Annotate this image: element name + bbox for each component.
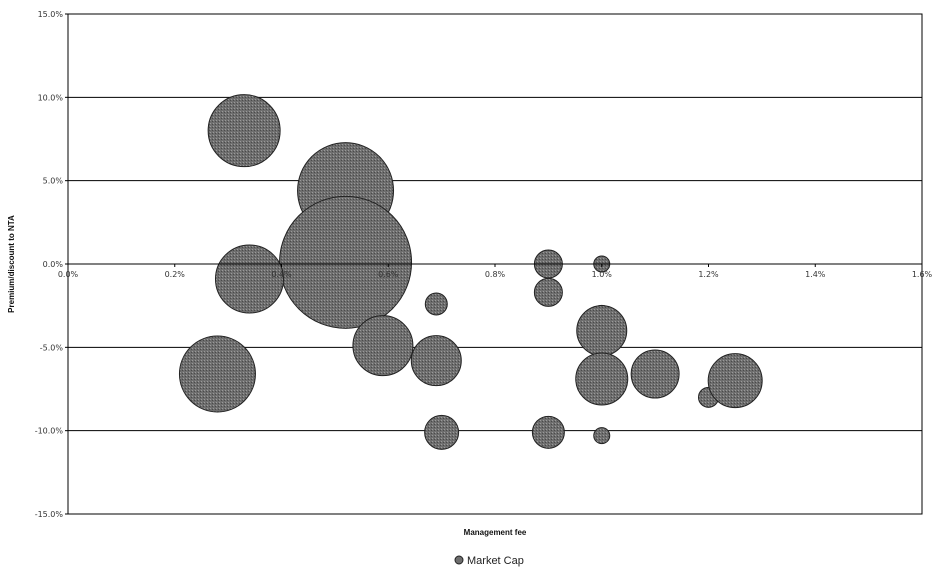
y-tick-label: -15.0% [35, 510, 64, 519]
x-tick-label: 0.2% [165, 270, 186, 279]
bubble-point [576, 305, 628, 357]
x-tick-label: 1.0% [592, 270, 613, 279]
bubble-point [593, 427, 611, 445]
bubble-point [575, 352, 629, 406]
y-tick-label: 15.0% [38, 10, 64, 19]
bubble-point [214, 244, 284, 314]
legend: Market Cap [454, 555, 524, 567]
bubble-point [410, 335, 462, 387]
y-tick-label: 5.0% [43, 177, 64, 186]
y-tick-label: -10.0% [35, 427, 64, 436]
bubble-point [424, 414, 460, 450]
x-tick-label: 0.0% [58, 270, 79, 279]
bubble-point [533, 277, 563, 307]
bubble-point [178, 335, 256, 413]
bubble-point [630, 349, 680, 399]
x-tick-label: 0.8% [485, 270, 506, 279]
y-axis-ticks: 15.0% 10.0% 5.0% 0.0% -5.0% -10.0% -15.0% [35, 10, 68, 519]
bubble-point [424, 292, 448, 316]
bubble-point [531, 415, 565, 449]
bubble-point [279, 195, 413, 329]
x-axis-title: Management fee [464, 528, 527, 537]
y-tick-label: 10.0% [38, 93, 64, 102]
x-tick-label: 1.4% [805, 270, 826, 279]
y-tick-label: 0.0% [43, 260, 64, 269]
x-tick-label: 0.6% [378, 270, 399, 279]
bubble-point [207, 94, 281, 168]
legend-label: Market Cap [467, 555, 524, 567]
legend-marker [454, 555, 464, 565]
bubble-point [352, 315, 414, 377]
x-tick-label: 1.2% [698, 270, 719, 279]
y-axis-title: Premium/discount to NTA [7, 215, 16, 313]
y-tick-label: -5.0% [40, 343, 64, 352]
bubble-point [707, 353, 763, 409]
x-tick-label: 0.4% [271, 270, 292, 279]
bubbles [178, 94, 763, 450]
x-tick-label: 1.6% [912, 270, 933, 279]
x-axis-ticks: 0.0% 0.2% 0.4% 0.6% 0.8% 1.0% 1.2% 1.4% 1.6% [58, 264, 933, 279]
